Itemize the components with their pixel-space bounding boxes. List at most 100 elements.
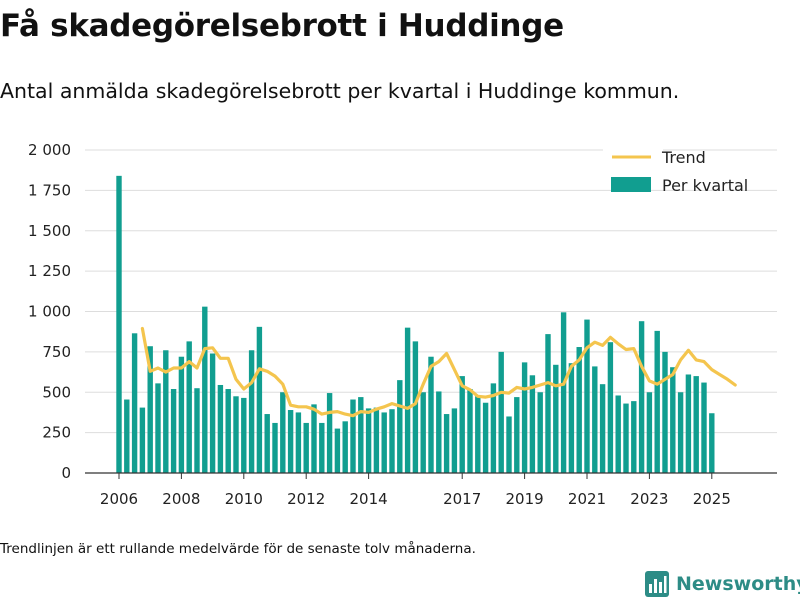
bar [178,356,185,473]
bar [537,392,543,473]
x-tick-label: 2017 [443,490,481,508]
bar [397,380,403,473]
y-tick-label: 1 000 [28,303,71,321]
x-tick-label: 2006 [100,490,138,508]
bars-series [116,175,715,473]
bar [592,366,598,473]
bar [553,364,559,473]
y-axis: 0 250 500 750 1 000 1 250 1 500 1 750 2 000 [28,141,71,482]
newsworthy-logo: Newsworthy [645,570,800,598]
bar [163,350,169,473]
bar [584,319,590,473]
x-tick-label: 2008 [162,490,200,508]
bar [116,175,122,473]
bar [170,389,177,473]
bar [256,326,263,473]
bar [482,402,489,473]
x-tick-label: 2019 [506,490,544,508]
bar [514,397,520,473]
x-tick-label: 2012 [287,490,325,508]
bar [147,346,153,473]
bar [241,397,247,473]
bar [194,388,200,473]
bar [654,330,660,473]
legend-bar-label: Per kvartal [662,176,748,195]
x-tick-label: 2010 [225,490,263,508]
bar [303,422,309,473]
bar [217,384,224,473]
bar [373,407,380,473]
y-tick-label: 750 [42,343,71,361]
bar [607,342,614,473]
bar [209,353,216,473]
bar [280,392,286,473]
y-tick-label: 1 750 [28,181,71,199]
bar [233,396,239,473]
bar [685,374,692,473]
legend-trend-label: Trend [661,148,706,167]
bar [264,414,270,473]
bar [521,362,528,473]
bar [677,392,684,473]
bar [443,414,450,473]
bar [139,407,146,473]
bar [404,327,411,473]
bar [436,391,442,473]
bar [381,412,387,473]
bar [560,312,567,473]
bar [131,333,138,473]
bar [365,408,372,473]
bar [326,393,333,473]
x-tick-label: 2014 [350,490,388,508]
trend-series [140,326,737,418]
y-tick-label: 1 250 [28,262,71,280]
legend-bar-swatch [611,177,651,192]
trend-line [140,326,737,418]
bar [420,392,426,473]
bar [490,383,497,473]
chart-subtitle: Antal anmälda skadegörelsebrott per kvar… [0,79,680,103]
bar [334,428,341,473]
y-tick-label: 2 000 [28,141,71,159]
bar [467,389,473,473]
y-tick-label: 0 [61,464,71,482]
footnote: Trendlinjen är ett rullande medelvärde f… [0,541,476,557]
bar [545,334,551,473]
bar [311,404,317,473]
bar [662,351,668,473]
bar [670,367,676,473]
bar [498,351,504,473]
bar [459,376,465,473]
bar [568,363,575,473]
legend: Trend Per kvartal [603,147,748,195]
y-tick-label: 250 [42,424,71,442]
bar [272,422,278,473]
bar [295,412,302,473]
y-tick-label: 1 500 [28,222,71,240]
bar [631,401,637,473]
bar [358,397,364,473]
bar [475,396,481,473]
chart-title: Få skadegörelsebrott i Huddinge [0,8,564,44]
x-axis: 2006 2008 2010 2012 2014 2017 2019 2021 2023 2025 [85,472,777,508]
bar [342,421,348,473]
bar [389,409,395,473]
bar [701,382,707,473]
brand-name: Newsworthy [676,573,800,595]
bar [693,376,699,473]
bar [319,422,325,473]
x-tick-label: 2023 [630,490,668,508]
bar [576,347,582,473]
bar [615,395,621,473]
x-tick-label: 2025 [693,490,731,508]
bar [186,341,192,473]
bar [646,392,653,473]
bar [623,403,629,473]
bar [124,399,130,473]
bar [202,306,208,473]
bar [248,350,255,473]
bar [451,408,458,473]
bar [287,410,294,473]
bar [709,413,715,473]
bar [155,383,161,473]
